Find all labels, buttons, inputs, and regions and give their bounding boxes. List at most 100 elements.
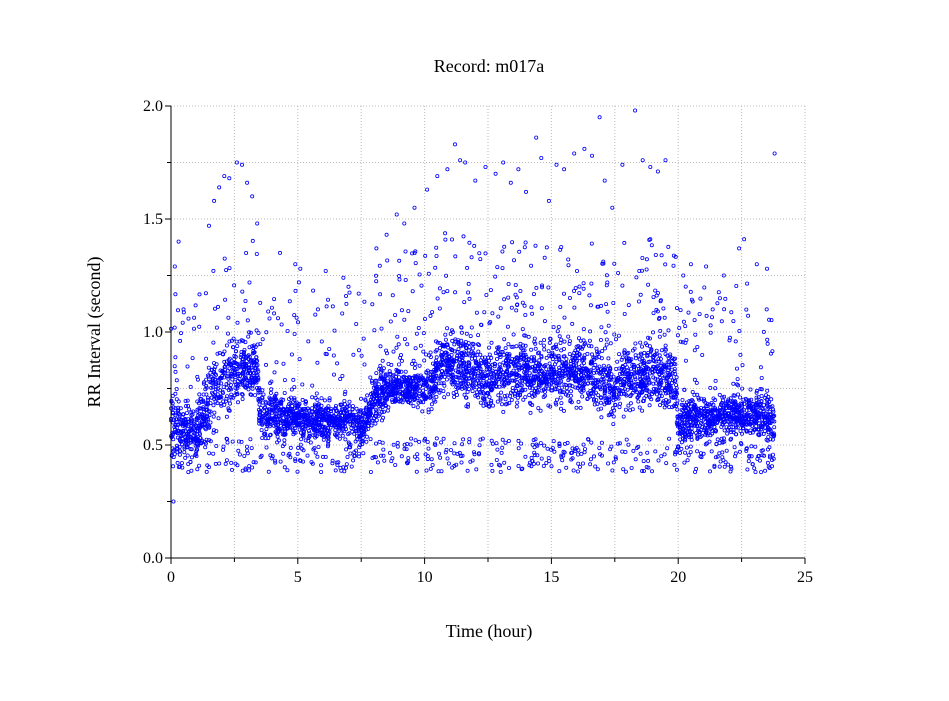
data-point — [596, 468, 599, 471]
data-point — [551, 358, 554, 361]
data-point — [277, 439, 280, 442]
data-point — [477, 334, 480, 337]
data-point — [560, 338, 563, 341]
data-point — [263, 410, 266, 413]
data-point — [577, 337, 580, 340]
data-point — [208, 452, 211, 455]
data-point — [444, 338, 447, 341]
data-point — [320, 397, 323, 400]
data-point — [510, 306, 513, 309]
data-point — [558, 335, 561, 338]
data-point — [630, 466, 633, 469]
data-point — [251, 239, 254, 242]
data-point — [198, 325, 201, 328]
data-point — [562, 347, 565, 350]
data-point — [616, 360, 619, 363]
data-point — [352, 459, 355, 462]
data-point — [632, 449, 635, 452]
data-point — [641, 409, 644, 412]
data-point — [400, 359, 403, 362]
data-point — [723, 308, 726, 311]
data-point — [524, 313, 527, 316]
data-point — [328, 397, 331, 400]
data-point — [279, 460, 282, 463]
data-point — [689, 290, 692, 293]
data-point — [703, 286, 706, 289]
data-point — [198, 464, 201, 467]
data-point — [404, 370, 407, 373]
data-point — [637, 300, 640, 303]
data-point — [183, 451, 186, 454]
data-point — [708, 440, 711, 443]
data-point — [733, 446, 736, 449]
data-point — [483, 311, 486, 314]
data-point — [270, 388, 273, 391]
data-point — [230, 468, 233, 471]
data-point — [690, 438, 693, 441]
data-point — [562, 409, 565, 412]
data-point — [539, 442, 542, 445]
data-point — [532, 293, 535, 296]
data-point — [747, 460, 750, 463]
data-point — [420, 284, 423, 287]
data-point — [534, 244, 537, 247]
data-point — [422, 350, 425, 353]
data-point — [400, 309, 403, 312]
data-point — [449, 449, 452, 452]
data-point — [764, 469, 767, 472]
data-point — [578, 292, 581, 295]
data-point — [336, 362, 339, 365]
data-point — [283, 466, 286, 469]
data-point — [237, 449, 240, 452]
data-point — [213, 411, 216, 414]
data-point — [427, 272, 430, 275]
data-point — [283, 379, 286, 382]
data-point — [664, 263, 667, 266]
data-point — [414, 347, 417, 350]
data-point — [396, 335, 399, 338]
data-point — [366, 394, 369, 397]
data-point — [524, 396, 527, 399]
data-point — [766, 342, 769, 345]
data-point — [181, 321, 184, 324]
data-point — [500, 391, 503, 394]
data-point — [209, 421, 212, 424]
data-point — [516, 401, 519, 404]
data-point — [269, 391, 272, 394]
data-point — [344, 438, 347, 441]
data-point — [261, 436, 264, 439]
data-point — [442, 291, 445, 294]
grid — [171, 106, 805, 558]
data-point — [184, 456, 187, 459]
data-point — [392, 350, 395, 353]
data-point — [590, 242, 593, 245]
data-point — [406, 343, 409, 346]
data-point — [316, 361, 319, 364]
data-point — [520, 442, 523, 445]
data-point — [328, 347, 331, 350]
data-point — [563, 340, 566, 343]
data-point — [395, 346, 398, 349]
data-point — [268, 317, 271, 320]
data-point — [571, 322, 574, 325]
data-point — [518, 250, 521, 253]
data-point — [563, 316, 566, 319]
data-point — [576, 453, 579, 456]
data-point — [362, 452, 365, 455]
data-point — [754, 445, 757, 448]
data-point — [582, 287, 585, 290]
data-point — [241, 290, 244, 293]
data-point — [669, 353, 672, 356]
data-point — [410, 437, 413, 440]
data-point — [320, 470, 323, 473]
data-point — [580, 452, 583, 455]
data-point — [642, 460, 645, 463]
data-point — [249, 438, 252, 441]
data-point — [431, 463, 434, 466]
data-point — [721, 451, 724, 454]
data-point — [675, 376, 678, 379]
data-point — [454, 255, 457, 258]
data-point — [414, 262, 417, 265]
data-point — [451, 339, 454, 342]
data-point — [301, 398, 304, 401]
